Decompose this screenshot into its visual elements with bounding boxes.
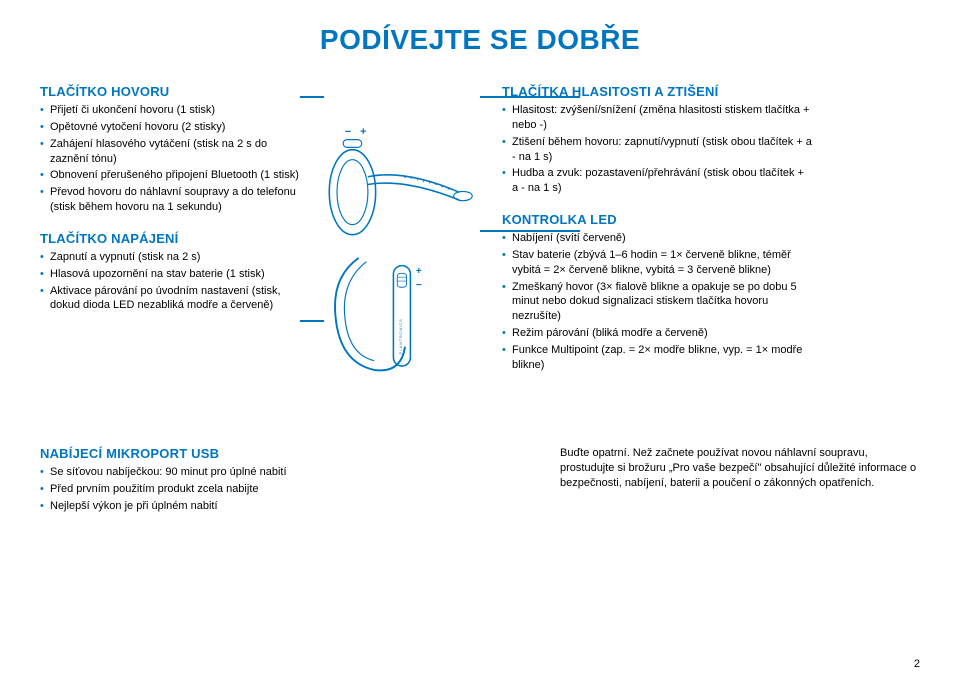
- bullet: Funkce Multipoint (zap. = 2× modře blikn…: [502, 343, 812, 373]
- bullet: Převod hovoru do náhlavní soupravy a do …: [40, 185, 308, 215]
- bullet: Ztišení během hovoru: zapnutí/vypnutí (s…: [502, 135, 812, 165]
- bullet: Aktivace párování po úvodním nastavení (…: [40, 284, 308, 314]
- list-led: Nabíjení (svítí červeně) Stav baterie (z…: [502, 231, 812, 373]
- connector-line: [480, 230, 580, 232]
- right-column: TLAČÍTKA HLASITOSTI A ZTIŠENÍ Hlasitost:…: [502, 84, 812, 424]
- section-volume-mute: TLAČÍTKA HLASITOSTI A ZTIŠENÍ Hlasitost:…: [502, 84, 812, 196]
- connector-line: [480, 96, 580, 98]
- minus-label-2: −: [416, 280, 422, 291]
- bullet: Opětovné vytočení hovoru (2 stisky): [40, 120, 308, 135]
- bullet: Se síťovou nabíječkou: 90 minut pro úpln…: [40, 465, 308, 480]
- section-led: KONTROLKA LED Nabíjení (svítí červeně) S…: [502, 212, 812, 373]
- connector-line: [300, 96, 324, 98]
- section-call-button: TLAČÍTKO HOVORU Přijetí či ukončení hovo…: [40, 84, 308, 215]
- heading-led: KONTROLKA LED: [502, 212, 812, 227]
- page-number: 2: [914, 658, 920, 670]
- safety-note: Buďte opatrní. Než začnete používat novo…: [560, 446, 920, 530]
- bullet: Hudba a zvuk: pozastavení/přehrávání (st…: [502, 166, 812, 196]
- main-columns: TLAČÍTKO HOVORU Přijetí či ukončení hovo…: [40, 84, 920, 424]
- bullet: Režim párování (bliká modře a červeně): [502, 326, 812, 341]
- section-usb: NABÍJECÍ MIKROPORT USB Se síťovou nabíje…: [40, 446, 308, 530]
- section-power-button: TLAČÍTKO NAPÁJENÍ Zapnutí a vypnutí (sti…: [40, 231, 308, 313]
- page-title: PODÍVEJTE SE DOBŘE: [40, 24, 920, 56]
- bullet: Stav baterie (zbývá 1–6 hodin = 1× červe…: [502, 248, 812, 278]
- heading-usb: NABÍJECÍ MIKROPORT USB: [40, 446, 308, 461]
- bullet: Obnovení přerušeného připojení Bluetooth…: [40, 168, 308, 183]
- headset-diagram: − + PLANTRONIC: [320, 84, 490, 424]
- bullet: Hlasitost: zvýšení/snížení (změna hlasit…: [502, 103, 812, 133]
- list-volume-mute: Hlasitost: zvýšení/snížení (změna hlasit…: [502, 103, 812, 196]
- list-call-button: Přijetí či ukončení hovoru (1 stisk) Opě…: [40, 103, 308, 215]
- connector-line: [300, 320, 324, 322]
- bottom-row: NABÍJECÍ MIKROPORT USB Se síťovou nabíje…: [40, 446, 920, 530]
- safety-note-text: Buďte opatrní. Než začnete používat novo…: [560, 446, 920, 491]
- bullet: Před prvním použitím produkt zcela nabij…: [40, 482, 308, 497]
- plus-label-2: +: [416, 266, 422, 277]
- list-usb: Se síťovou nabíječkou: 90 minut pro úpln…: [40, 465, 308, 514]
- plus-label: +: [360, 126, 366, 138]
- bullet: Zahájení hlasového vytáčení (stisk na 2 …: [40, 137, 308, 167]
- bullet: Nejlepší výkon je při úplném nabití: [40, 499, 308, 514]
- bullet: Přijetí či ukončení hovoru (1 stisk): [40, 103, 308, 118]
- brand-label: PLANTRONICS: [399, 319, 403, 355]
- bullet: Hlasová upozornění na stav baterie (1 st…: [40, 267, 308, 282]
- bullet: Nabíjení (svítí červeně): [502, 231, 812, 246]
- bullet: Zapnutí a vypnutí (stisk na 2 s): [40, 250, 308, 265]
- heading-call-button: TLAČÍTKO HOVORU: [40, 84, 308, 99]
- minus-label: −: [345, 126, 351, 138]
- bullet: Zmeškaný hovor (3× fialově blikne a opak…: [502, 280, 812, 325]
- left-column: TLAČÍTKO HOVORU Přijetí či ukončení hovo…: [40, 84, 308, 424]
- diagram-column: − + PLANTRONIC: [320, 84, 490, 424]
- heading-power-button: TLAČÍTKO NAPÁJENÍ: [40, 231, 308, 246]
- list-power-button: Zapnutí a vypnutí (stisk na 2 s) Hlasová…: [40, 250, 308, 313]
